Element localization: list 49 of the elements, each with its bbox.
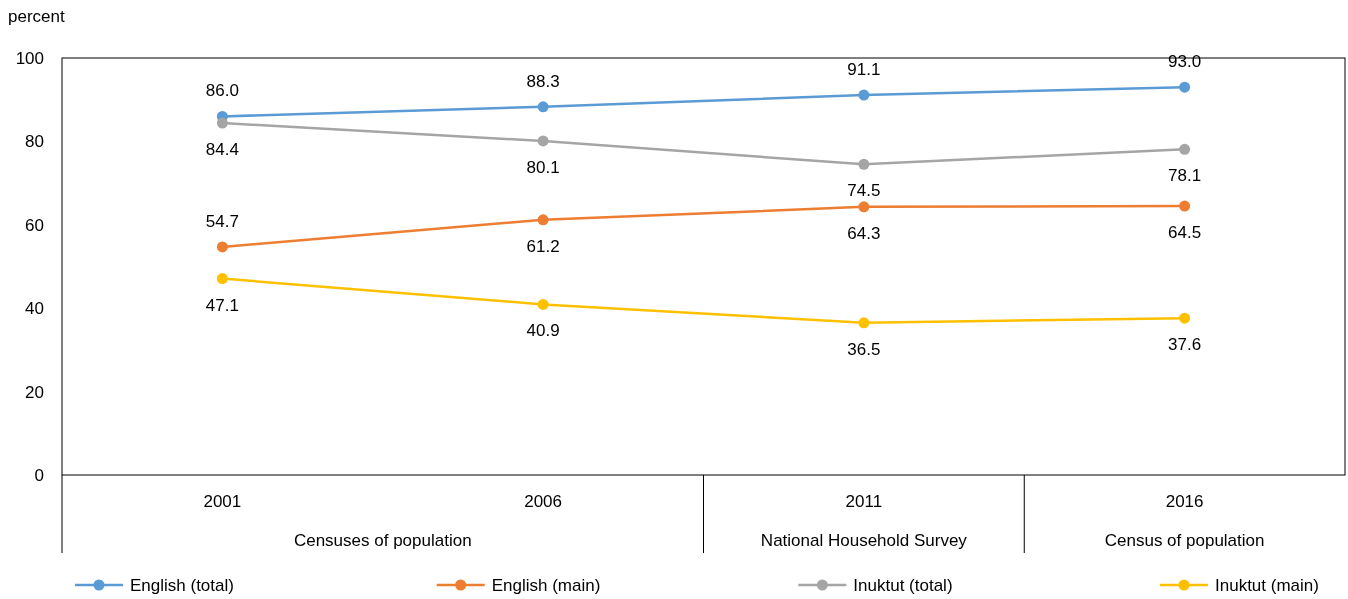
y-tick-label: 60 — [25, 215, 44, 235]
point — [537, 135, 549, 147]
y-tick-label: 100 — [15, 48, 44, 68]
point — [858, 158, 870, 170]
point — [858, 317, 870, 329]
data-label: 91.1 — [847, 60, 881, 80]
point — [1179, 143, 1191, 155]
point — [1179, 81, 1191, 93]
y-tick-label: 40 — [25, 299, 44, 319]
point — [1179, 312, 1191, 324]
data-label: 88.3 — [526, 71, 560, 91]
data-label: 93.0 — [1168, 52, 1202, 72]
y-tick-label: 80 — [25, 132, 44, 152]
data-label: 64.3 — [847, 223, 881, 243]
point — [858, 201, 870, 213]
point — [1179, 200, 1191, 212]
data-label: 54.7 — [205, 211, 239, 231]
legend-label: English (main) — [491, 575, 601, 595]
point — [537, 101, 549, 113]
text: Census of population — [1104, 531, 1265, 550]
data-label: 36.5 — [847, 339, 881, 359]
y-axis-title: percent — [8, 7, 65, 26]
data-label: 78.1 — [1168, 166, 1202, 186]
data-label: 86.0 — [205, 81, 239, 101]
point — [858, 89, 870, 101]
data-label: 80.1 — [526, 157, 560, 177]
point — [216, 241, 228, 253]
point — [537, 214, 549, 226]
point — [216, 117, 228, 129]
data-label: 84.4 — [205, 140, 239, 159]
x-tick-label: 2006 — [524, 492, 563, 511]
legend-label: English (total) — [130, 575, 234, 595]
x-tick-label: 2011 — [845, 492, 883, 511]
point — [216, 273, 228, 285]
data-label: 74.5 — [847, 181, 881, 201]
point — [537, 298, 549, 310]
text: National Household Survey — [760, 531, 968, 550]
data-label: 61.2 — [526, 236, 560, 256]
x-tick-label: 2016 — [1165, 492, 1204, 511]
x-tick-label: 2001 — [203, 492, 242, 511]
data-label: 40.9 — [526, 321, 560, 341]
data-label: 64.5 — [1168, 222, 1202, 242]
y-tick-label: 0 — [34, 465, 44, 485]
data-label: 47.1 — [205, 295, 239, 315]
text: Censuses of population — [293, 531, 472, 550]
legend-label: Inuktut (total) — [853, 575, 953, 595]
legend-label: Inuktut (main) — [1215, 575, 1319, 595]
data-label: 37.6 — [1168, 335, 1202, 355]
y-tick-label: 20 — [25, 382, 44, 402]
